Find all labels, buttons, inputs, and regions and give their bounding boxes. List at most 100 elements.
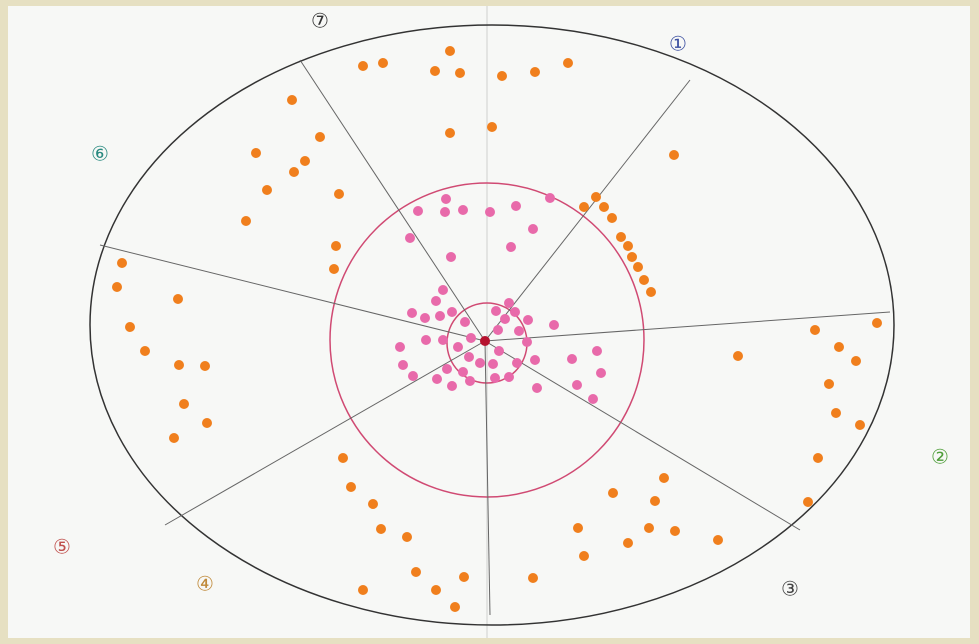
orange-dot xyxy=(169,433,179,443)
pink-dot xyxy=(407,308,417,318)
pink-dot xyxy=(494,346,504,356)
orange-dot xyxy=(650,496,660,506)
orange-dot xyxy=(669,150,679,160)
orange-dot xyxy=(411,567,421,577)
orange-dot xyxy=(112,282,122,292)
orange-dot xyxy=(402,532,412,542)
orange-dot xyxy=(445,46,455,56)
section-number: ⑦ xyxy=(311,9,329,33)
pink-dot xyxy=(438,285,448,295)
pink-dot xyxy=(549,320,559,330)
orange-dot xyxy=(608,488,618,498)
pink-dot xyxy=(512,358,522,368)
orange-dot xyxy=(810,325,820,335)
orange-dot xyxy=(591,192,601,202)
orange-dot xyxy=(368,499,378,509)
pink-dot xyxy=(466,333,476,343)
orange-dot xyxy=(644,523,654,533)
pink-dot xyxy=(522,337,532,347)
spoke xyxy=(99,244,486,342)
spoke xyxy=(484,340,491,616)
pink-dot xyxy=(491,306,501,316)
pink-dot xyxy=(504,372,514,382)
orange-dot xyxy=(251,148,261,158)
orange-dot xyxy=(173,294,183,304)
pink-dot xyxy=(398,360,408,370)
orange-dot xyxy=(803,497,813,507)
pink-dot xyxy=(510,307,520,317)
pink-dot xyxy=(523,315,533,325)
pink-dot xyxy=(446,252,456,262)
orange-dot xyxy=(378,58,388,68)
orange-dot xyxy=(200,361,210,371)
orange-dot xyxy=(315,132,325,142)
orange-dot xyxy=(646,287,656,297)
pink-dot xyxy=(413,206,423,216)
orange-dot xyxy=(579,551,589,561)
pink-dot xyxy=(405,233,415,243)
orange-dot xyxy=(358,585,368,595)
pink-dot xyxy=(596,368,606,378)
orange-dot xyxy=(331,241,341,251)
spoke xyxy=(299,59,486,342)
orange-dot xyxy=(831,408,841,418)
orange-dot xyxy=(346,482,356,492)
center-dot xyxy=(480,336,490,346)
orange-dot xyxy=(813,453,823,463)
orange-dot xyxy=(824,379,834,389)
orange-dot xyxy=(713,535,723,545)
orange-dot xyxy=(125,322,135,332)
spoke xyxy=(484,340,801,531)
orange-dot xyxy=(487,122,497,132)
orange-dot xyxy=(300,156,310,166)
orange-dot xyxy=(241,216,251,226)
section-numbers: ① ② ③ ④ ⑤ ⑥ ⑦ xyxy=(53,9,949,601)
orange-dot xyxy=(289,167,299,177)
orange-dot xyxy=(670,526,680,536)
orange-dot xyxy=(430,66,440,76)
pink-dot xyxy=(493,325,503,335)
orange-dot xyxy=(616,232,626,242)
orange-dot xyxy=(563,58,573,68)
dots xyxy=(112,46,882,612)
section-number: ④ xyxy=(196,572,214,596)
orange-dot xyxy=(733,351,743,361)
pink-dot xyxy=(528,224,538,234)
pink-dot xyxy=(530,355,540,365)
orange-dot xyxy=(174,360,184,370)
pink-dot xyxy=(592,346,602,356)
middle-circle xyxy=(329,182,645,498)
orange-dot xyxy=(450,602,460,612)
orange-dot xyxy=(117,258,127,268)
orange-dot xyxy=(455,68,465,78)
pink-dot xyxy=(435,311,445,321)
orange-dot xyxy=(639,275,649,285)
pink-dot xyxy=(438,335,448,345)
orange-dot xyxy=(872,318,882,328)
orange-dot xyxy=(376,524,386,534)
orange-dot xyxy=(834,342,844,352)
orange-dot xyxy=(530,67,540,77)
orange-dot xyxy=(599,202,609,212)
pink-dot xyxy=(465,376,475,386)
section-number: ⑥ xyxy=(91,142,109,166)
orange-dot xyxy=(855,420,865,430)
orange-dot xyxy=(607,213,617,223)
pink-dot xyxy=(458,367,468,377)
pink-dot xyxy=(545,193,555,203)
pink-dot xyxy=(431,296,441,306)
orange-dot xyxy=(140,346,150,356)
orange-dot xyxy=(329,264,339,274)
section-number: ② xyxy=(931,445,949,469)
pink-dot xyxy=(420,313,430,323)
pink-dot xyxy=(532,383,542,393)
orange-dot xyxy=(287,95,297,105)
pink-dot xyxy=(588,394,598,404)
pink-dot xyxy=(490,373,500,383)
pink-dot xyxy=(475,358,485,368)
pink-dot xyxy=(458,205,468,215)
pink-dot xyxy=(464,352,474,362)
pink-dot xyxy=(500,314,510,324)
orange-dot xyxy=(445,128,455,138)
